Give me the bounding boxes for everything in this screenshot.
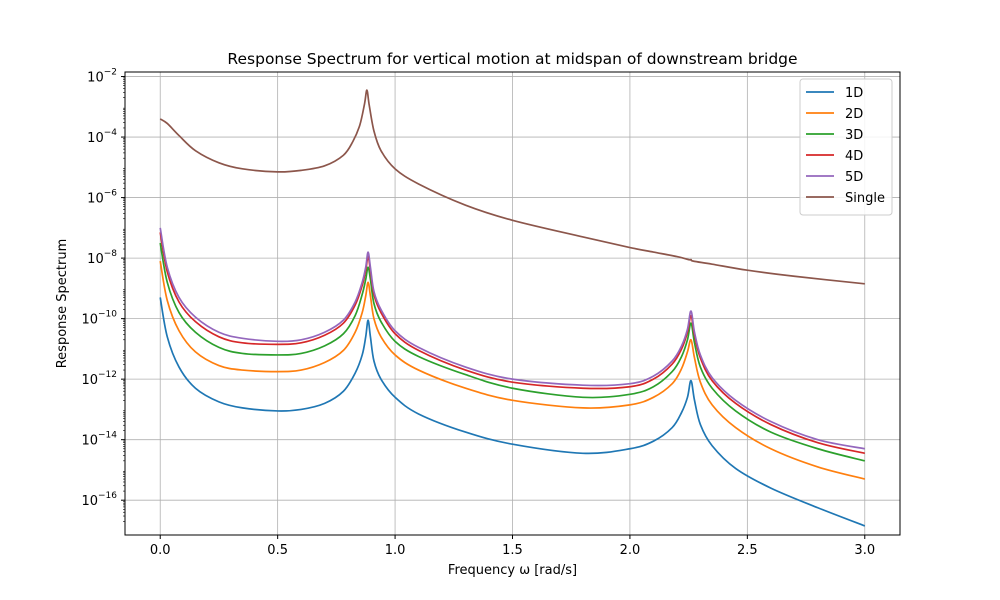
y-tick-label: 10−8 [87, 249, 117, 267]
x-tick-label: 0.0 [150, 543, 171, 558]
legend-entry: 2D [845, 107, 863, 122]
series-line-2d [159, 260, 865, 480]
y-tick-label: 10−4 [87, 128, 117, 146]
x-tick-label: 1.5 [502, 543, 523, 558]
x-axis-label: Frequency ω [rad/s] [448, 563, 577, 578]
y-tick-label: 10−16 [81, 491, 117, 509]
legend-entry: 4D [845, 149, 863, 164]
y-axis-label: Response Spectrum [55, 239, 70, 369]
y-tick-label: 10−12 [81, 370, 117, 388]
legend-entry: Single [845, 191, 885, 206]
y-tick-label: 10−2 [87, 68, 117, 86]
series-line-3d [159, 242, 865, 462]
grid [125, 72, 900, 535]
x-tick-label: 1.0 [385, 543, 406, 558]
x-tick-label: 3.0 [854, 543, 875, 558]
series-lines [159, 89, 866, 527]
y-axis-ticks: 10−2 10−4 10−6 10−8 10−10 10−12 10−14 10−16 [81, 68, 125, 522]
legend-entry: 3D [845, 128, 863, 143]
x-tick-label: 0.5 [267, 543, 288, 558]
x-axis-ticks: 0.0 0.5 1.0 1.5 2.0 2.5 3.0 [150, 535, 875, 558]
legend-entry: 1D [845, 86, 863, 101]
x-tick-label: 2.0 [620, 543, 641, 558]
x-tick-label: 2.5 [737, 543, 758, 558]
legend-entry: 5D [845, 170, 863, 185]
y-tick-label: 10−10 [81, 310, 117, 328]
y-tick-label: 10−6 [87, 189, 117, 207]
chart-title: Response Spectrum for vertical motion at… [227, 50, 797, 68]
y-tick-label: 10−14 [81, 431, 117, 449]
series-line-5d [159, 227, 865, 450]
legend: 1D 2D 3D 4D 5D Single [799, 78, 893, 216]
series-line-single [159, 89, 865, 285]
series-line-1d [159, 297, 866, 527]
